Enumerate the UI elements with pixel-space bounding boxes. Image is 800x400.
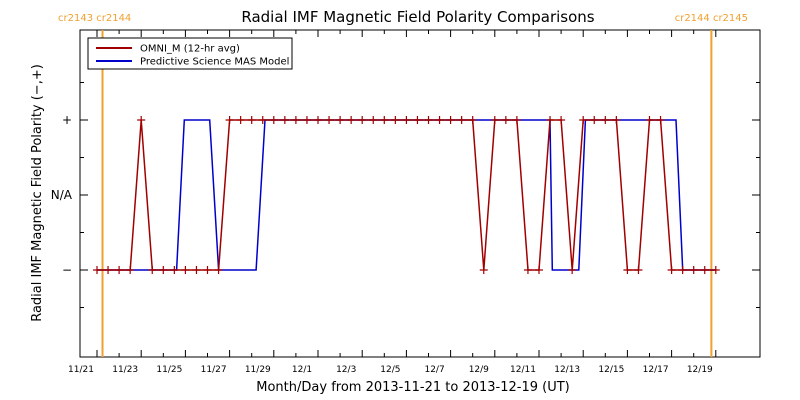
data-point xyxy=(501,116,510,124)
data-point xyxy=(435,116,444,124)
x-tick-label: 12/3 xyxy=(336,365,356,375)
data-point xyxy=(203,266,212,274)
data-point xyxy=(369,116,378,124)
data-point xyxy=(170,266,179,274)
data-point xyxy=(700,266,709,274)
data-point xyxy=(258,116,267,124)
data-point xyxy=(291,116,300,124)
data-point xyxy=(468,116,477,124)
data-point xyxy=(148,266,157,274)
legend-label-0: OMNI_M (12-hr avg) xyxy=(140,44,240,55)
data-point xyxy=(280,116,289,124)
data-point xyxy=(512,116,521,124)
x-tick-label: 12/9 xyxy=(469,365,489,375)
data-point xyxy=(247,116,256,124)
data-point xyxy=(314,116,322,124)
data-point xyxy=(413,116,422,124)
data-point xyxy=(181,266,190,274)
data-point xyxy=(325,116,334,124)
x-axis: 11/21 11/23 11/25 11/27 11/29 12/1 12/3 12/5 12/… xyxy=(68,30,717,375)
data-point xyxy=(689,266,698,274)
x-tick-label: 12/15 xyxy=(598,365,624,375)
data-point xyxy=(479,266,488,274)
data-point xyxy=(535,266,543,274)
data-point xyxy=(546,116,555,124)
plot-frame xyxy=(79,29,761,358)
x-tick-label: 12/5 xyxy=(380,365,400,375)
y-tick-label: N/A xyxy=(51,188,73,202)
data-point xyxy=(380,116,389,124)
legend-label-1: Predictive Science MAS Model xyxy=(140,57,289,68)
data-point xyxy=(568,266,577,274)
data-point xyxy=(192,266,201,274)
data-point xyxy=(656,116,665,124)
x-tick-label: 11/27 xyxy=(201,365,227,375)
data-point xyxy=(446,116,455,124)
legend: OMNI_M (12-hr avg) Predictive Science MAS… xyxy=(87,37,293,70)
y-tick-label: − xyxy=(62,263,72,277)
data-point xyxy=(601,116,610,124)
series-line-0 xyxy=(97,119,716,271)
data-point xyxy=(424,116,433,124)
x-tick-label: 12/7 xyxy=(424,365,444,375)
carrington-markers: cr2143 cr2144 cr2144 cr2145 xyxy=(58,13,748,357)
x-tick-label: 12/19 xyxy=(687,365,713,375)
data-point xyxy=(711,266,720,274)
data-point xyxy=(159,266,168,274)
y-tick-label: + xyxy=(62,113,72,127)
chart-title: Radial IMF Magnetic Field Polarity Compa… xyxy=(241,8,594,26)
data-point xyxy=(490,116,499,124)
x-tick-label: 11/23 xyxy=(112,365,138,375)
data-point xyxy=(645,116,654,124)
x-tick-label: 12/13 xyxy=(554,365,580,375)
data-point xyxy=(236,116,245,124)
data-point xyxy=(214,266,223,274)
data-point xyxy=(579,116,588,124)
data-point xyxy=(667,266,676,274)
data-point xyxy=(678,266,687,274)
data-point xyxy=(347,116,356,124)
data-point xyxy=(225,116,234,124)
y-axis-label: Radial IMF Magnetic Field Polarity (−,+) xyxy=(30,64,45,322)
x-axis-label: Month/Day from 2013-11-21 to 2013-12-19 … xyxy=(256,380,569,395)
data-point xyxy=(457,116,466,124)
data-point xyxy=(523,266,532,274)
data-point xyxy=(93,266,101,274)
data-point xyxy=(402,116,411,124)
data-point xyxy=(126,266,135,274)
data-point xyxy=(104,266,113,274)
x-tick-label: 11/29 xyxy=(245,365,271,375)
carrington-label-1: cr2144 cr2145 xyxy=(675,13,748,24)
x-tick-label: 12/17 xyxy=(643,365,669,375)
x-tick-label: 11/25 xyxy=(156,365,182,375)
data-point xyxy=(115,266,124,274)
series-line-1 xyxy=(97,119,716,271)
x-tick-label: 12/11 xyxy=(510,365,536,375)
carrington-label-0: cr2143 cr2144 xyxy=(58,13,131,24)
data-point xyxy=(557,116,566,124)
data-point xyxy=(590,116,599,124)
data-point xyxy=(358,116,367,124)
x-tick-label: 11/21 xyxy=(68,365,94,375)
data-point xyxy=(336,116,345,124)
x-tick-label: 12/1 xyxy=(292,365,312,375)
data-point xyxy=(302,116,311,124)
data-point xyxy=(612,116,621,124)
data-point xyxy=(269,116,278,124)
data-point xyxy=(391,116,400,124)
series-layer xyxy=(93,116,720,274)
y-axis: + N/A − xyxy=(51,82,760,308)
data-point xyxy=(634,266,643,274)
data-point xyxy=(137,116,146,124)
data-point xyxy=(623,266,632,274)
legend-box xyxy=(87,37,293,70)
